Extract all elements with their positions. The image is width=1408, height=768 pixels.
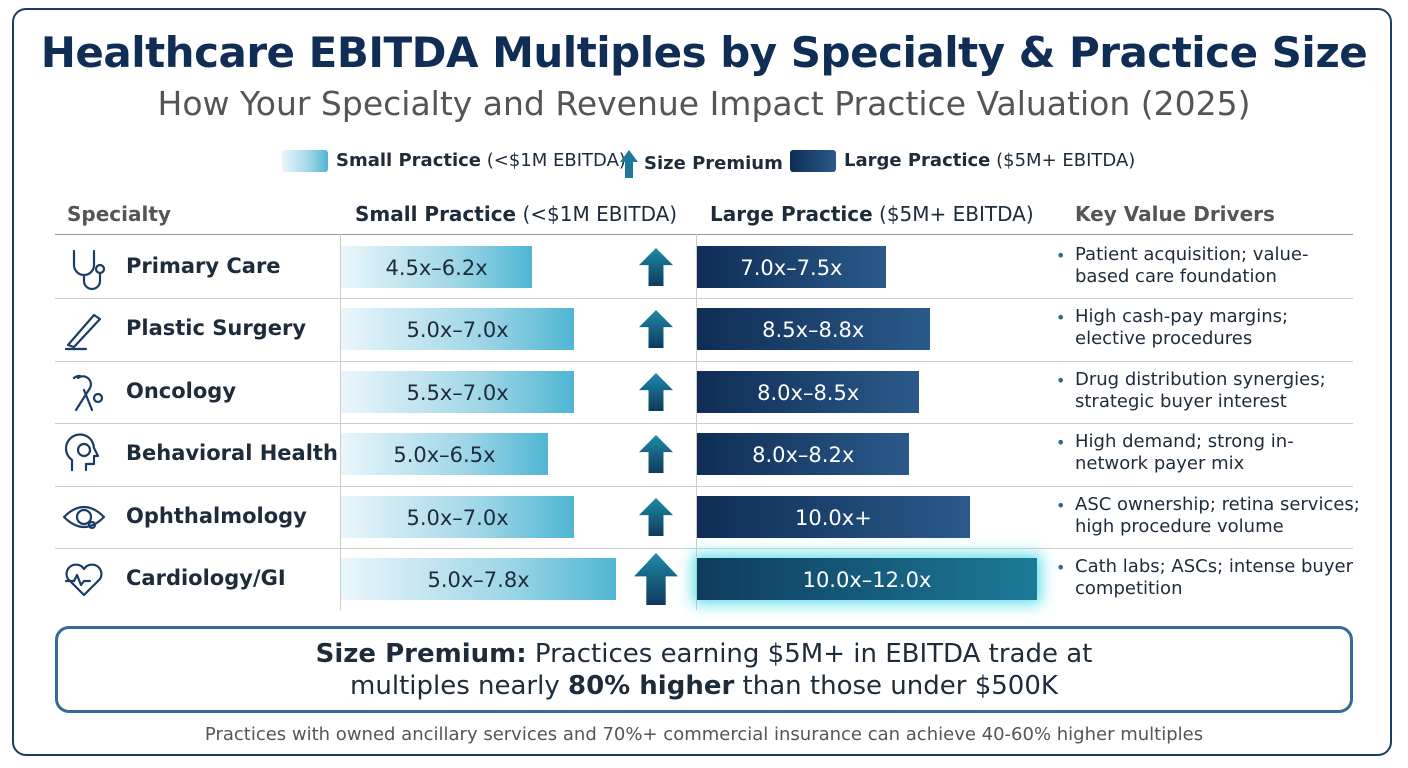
legend-label: Large Practice <box>844 150 991 171</box>
specialty-icon <box>64 563 103 597</box>
legend-label: Small Practice <box>336 150 482 171</box>
premium-arrow <box>639 372 673 411</box>
bullet: • <box>1056 433 1066 453</box>
frame <box>12 8 1392 756</box>
bar-label: 5.0x–7.0x <box>406 318 509 343</box>
drivers: High cash-pay margins; elective procedur… <box>1075 306 1289 350</box>
column-header-rest: (<$1M EBITDA) <box>522 202 678 226</box>
summary-text: Practices earning $5M+ in EBITDA trade a… <box>350 639 1093 701</box>
row-rule <box>55 548 1353 549</box>
column-rule <box>696 234 697 610</box>
specialty: Cardiology/GI <box>126 566 286 590</box>
column-rule <box>340 234 341 610</box>
bar-small: 5.0x–7.0x <box>341 495 575 538</box>
column-header-rest: ($5M+ EBITDA) <box>879 202 1034 226</box>
bar-label: 5.5x–7.0x <box>406 380 509 405</box>
bar-small: 4.5x–6.2x <box>341 246 533 288</box>
specialty: Ophthalmology <box>126 503 307 528</box>
premium-arrow <box>639 310 673 349</box>
bullet: • <box>1056 558 1066 577</box>
footer: Practices with owned ancillary services … <box>204 724 1204 745</box>
drivers: Drug distribution synergies; strategic b… <box>1075 368 1326 412</box>
bar-large: 8.5x–8.8x <box>697 308 930 351</box>
drivers: High demand; strong in-network payer mix <box>1075 431 1294 475</box>
column-header-bold: Small Practice <box>355 202 517 226</box>
bullet: • <box>1056 246 1066 265</box>
row-rule <box>55 298 1353 300</box>
specialty-icon <box>64 433 100 472</box>
bar-large: 8.0x–8.5x <box>697 370 920 413</box>
legend-label: Size Premium <box>644 153 783 174</box>
bar-label: 4.5x–6.2x <box>385 256 488 280</box>
bar-large: 8.0x–8.2x <box>697 433 910 476</box>
specialty-icon <box>62 505 106 529</box>
legend-premium: Size Premium <box>620 150 783 178</box>
bar-label: 8.5x–8.8x <box>762 318 865 343</box>
drivers: Patient acquisition; value-based care fo… <box>1075 244 1309 287</box>
specialty-icon <box>64 314 102 351</box>
bar-large: 10.0x+ <box>697 495 970 538</box>
legend-label: (<$1M EBITDA) <box>486 150 626 171</box>
column-header: Large Practice ($5M+ EBITDA) <box>710 202 1034 226</box>
bar-small: 5.5x–7.0x <box>341 370 575 413</box>
bullet: • <box>1056 370 1066 390</box>
premium-arrow <box>639 497 673 536</box>
header-rule <box>55 234 1353 235</box>
bar-label: 5.0x–6.5x <box>393 443 496 468</box>
bar-label: 10.0x–12.0x <box>802 568 932 592</box>
summary-lead: Size Premium: <box>315 639 527 669</box>
subtitle: How Your Specialty and Revenue Impact Pr… <box>157 84 1251 123</box>
specialty: Behavioral Health <box>126 441 338 466</box>
premium-arrow <box>639 435 673 474</box>
legend-swatch <box>790 150 836 172</box>
bar-small: 5.0x–6.5x <box>341 433 548 476</box>
drivers: Cath labs; ASCs; intense buyer competiti… <box>1075 556 1353 599</box>
specialty: Primary Care <box>126 254 281 278</box>
title: Healthcare EBITDA Multiples by Specialty… <box>40 28 1368 77</box>
row-rule <box>55 360 1353 362</box>
specialty-icon <box>72 249 106 291</box>
row-rule <box>55 423 1353 425</box>
bar-small: 5.0x–7.0x <box>341 308 575 351</box>
specialty: Plastic Surgery <box>126 316 307 341</box>
bar-label: 8.0x–8.5x <box>757 380 860 405</box>
bar-large: 7.0x–7.5x <box>697 246 886 288</box>
legend-arrow <box>620 150 638 178</box>
bullet: • <box>1056 495 1066 515</box>
specialty-icon <box>72 374 104 411</box>
bullet: • <box>1056 308 1066 328</box>
summary-text: than those under $500K <box>734 671 1058 701</box>
drivers: ASC ownership; retina services; high pro… <box>1075 493 1360 537</box>
summary-box <box>55 626 1353 713</box>
summary: Size Premium: Practices earning $5M+ in … <box>254 638 1154 702</box>
column-header: Key Value Drivers <box>1075 202 1275 226</box>
bar-label: 8.0x–8.2x <box>752 443 855 468</box>
bar-large: 10.0x–12.0x <box>697 558 1038 600</box>
bar-label: 10.0x+ <box>795 505 872 530</box>
bar-label: 5.0x–7.8x <box>427 568 530 592</box>
legend-label: ($5M+ EBITDA) <box>996 150 1136 171</box>
bar-small: 5.0x–7.8x <box>341 558 617 600</box>
bar-label: 7.0x–7.5x <box>740 256 843 280</box>
legend-swatch <box>282 150 328 172</box>
bar-label: 5.0x–7.0x <box>406 505 509 530</box>
legend-small: Small Practice (<$1M EBITDA) <box>282 150 626 172</box>
row-rule <box>55 485 1353 487</box>
column-header-bold: Large Practice <box>710 202 873 226</box>
premium-arrow <box>634 553 678 605</box>
premium-arrow <box>639 248 673 286</box>
column-header: Small Practice (<$1M EBITDA) <box>355 202 677 226</box>
specialty: Oncology <box>126 378 237 403</box>
summary-bold: 80% higher <box>568 671 735 701</box>
legend-large: Large Practice ($5M+ EBITDA) <box>790 150 1135 172</box>
column-header: Specialty <box>67 202 171 226</box>
